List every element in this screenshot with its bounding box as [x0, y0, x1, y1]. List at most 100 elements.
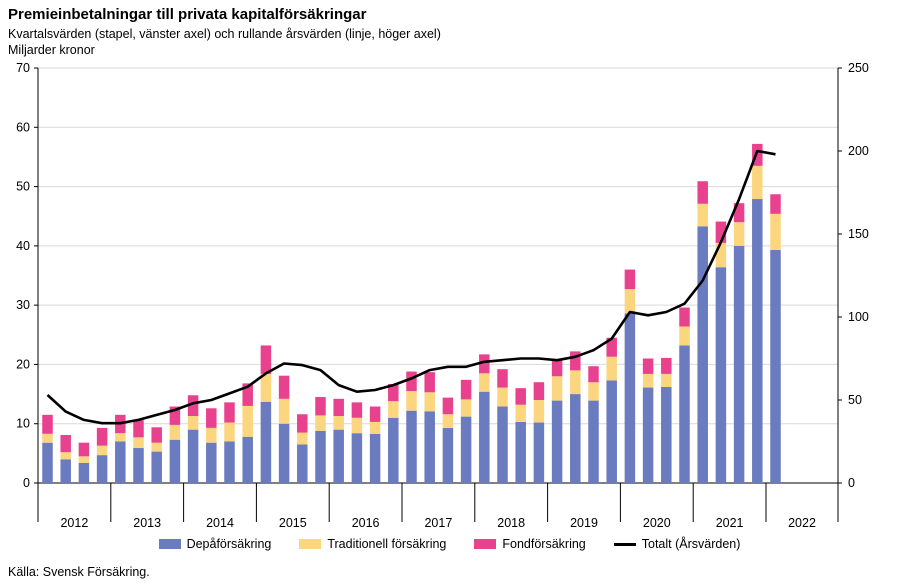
bar-depa: [515, 421, 526, 483]
y2-tick-label: 200: [848, 144, 869, 158]
y2-tick-label: 0: [848, 476, 855, 490]
bar-depa: [133, 448, 144, 483]
bar-depa: [242, 436, 253, 483]
bar-depa: [679, 345, 690, 483]
bar-traditionell: [424, 392, 435, 412]
bar-fond: [224, 402, 235, 423]
bar-traditionell: [96, 445, 108, 456]
bar-depa: [297, 444, 308, 483]
y2-tick-label: 50: [848, 393, 862, 407]
bar-traditionell: [697, 203, 708, 227]
bar-fond: [297, 414, 308, 433]
bar-traditionell: [351, 417, 363, 434]
year-label: 2015: [279, 516, 307, 530]
bar-depa: [60, 459, 71, 483]
bar-depa: [752, 199, 763, 483]
bar-fond: [278, 375, 290, 399]
bar-depa: [697, 226, 708, 484]
bar-fond: [406, 371, 417, 392]
year-label: 2020: [643, 516, 671, 530]
year-label: 2021: [716, 516, 744, 530]
bar-fond: [442, 397, 454, 415]
year-label: 2014: [206, 516, 234, 530]
bar-fond: [715, 221, 727, 243]
bar-fond: [733, 203, 745, 223]
year-label: 2017: [424, 516, 452, 530]
bar-traditionell: [733, 222, 745, 246]
bar-fond: [206, 408, 217, 428]
bar-depa: [624, 313, 636, 483]
bar-fond: [479, 354, 490, 374]
bar-fond: [388, 383, 399, 402]
year-label: 2022: [788, 516, 816, 530]
bar-fond: [96, 427, 108, 446]
bar-depa: [442, 427, 454, 483]
year-label: 2016: [352, 516, 380, 530]
bar-depa: [533, 422, 545, 483]
bar-traditionell: [224, 422, 235, 442]
source-note: Källa: Svensk Försäkring.: [8, 565, 150, 579]
bar-traditionell: [642, 373, 654, 388]
bar-traditionell: [497, 387, 508, 407]
legend: Depåförsäkring Traditionell försäkring F…: [0, 537, 899, 551]
bar-traditionell: [133, 437, 144, 449]
legend-swatch-depa: [158, 539, 181, 549]
bar-traditionell: [60, 452, 71, 460]
legend-label-totalt: Totalt (Årsvärden): [641, 537, 741, 551]
bar-depa: [96, 455, 108, 483]
bar-depa: [151, 451, 162, 483]
year-label: 2019: [570, 516, 598, 530]
bar-fond: [770, 194, 781, 214]
bar-traditionell: [515, 404, 526, 422]
bar-depa: [406, 410, 417, 483]
bar-depa: [388, 417, 399, 483]
y2-tick-label: 100: [848, 310, 869, 324]
bar-depa: [169, 439, 181, 483]
chart-subtitle: Kvartalsvärden (stapel, vänster axel) oc…: [8, 27, 441, 41]
y2-tick-label: 150: [848, 227, 869, 241]
bar-fond: [697, 181, 708, 204]
bar-fond: [42, 414, 53, 434]
bar-fond: [588, 366, 599, 383]
bar-traditionell: [260, 373, 272, 402]
bar-depa: [333, 429, 344, 483]
bar-fond: [333, 398, 344, 417]
bar-traditionell: [551, 376, 563, 401]
bar-traditionell: [278, 398, 290, 424]
legend-swatch-traditionell: [299, 539, 322, 549]
bar-traditionell: [42, 433, 53, 443]
bar-traditionell: [369, 421, 381, 434]
bar-fond: [351, 402, 363, 418]
bar-traditionell: [115, 433, 126, 442]
legend-label-fond: Fondförsäkring: [502, 537, 586, 551]
bar-fond: [533, 382, 545, 400]
bar-depa: [315, 430, 326, 483]
bar-depa: [206, 442, 217, 483]
bar-traditionell: [715, 242, 727, 268]
bar-fond: [424, 372, 435, 393]
bar-depa: [606, 380, 617, 483]
bar-traditionell: [770, 213, 781, 251]
bar-traditionell: [406, 391, 417, 411]
bar-traditionell: [242, 405, 253, 437]
bar-fond: [679, 307, 690, 327]
bar-traditionell: [570, 370, 581, 395]
bar-traditionell: [333, 416, 344, 430]
y-tick-label: 60: [16, 120, 30, 134]
bar-traditionell: [169, 424, 181, 440]
bar-traditionell: [460, 399, 472, 417]
bar-fond: [661, 357, 672, 374]
line-totalt-arsvarden: [46, 149, 776, 425]
bar-fond: [624, 269, 636, 290]
bar-fond: [78, 442, 90, 457]
legend-item-totalt: Totalt (Årsvärden): [613, 537, 741, 551]
year-label: 2012: [60, 516, 88, 530]
bar-fond: [642, 358, 654, 374]
bar-traditionell: [151, 442, 162, 452]
bar-fond: [133, 420, 144, 438]
bar-traditionell: [624, 289, 636, 314]
bar-traditionell: [479, 373, 490, 392]
legend-swatch-fond: [474, 539, 497, 549]
bar-depa: [224, 441, 235, 483]
